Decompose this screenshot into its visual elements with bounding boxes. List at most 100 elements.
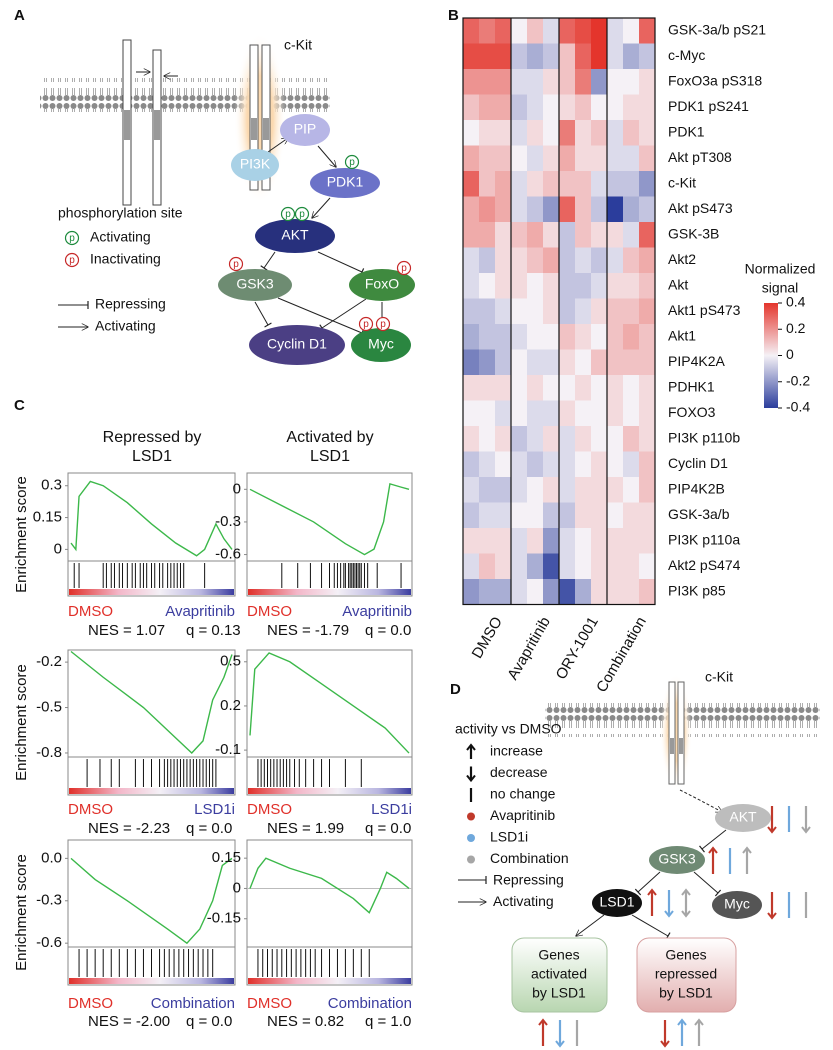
heat-cell (495, 528, 512, 554)
heat-cell (479, 69, 496, 95)
heat-cell (543, 222, 560, 248)
phenotype-label: Combination (151, 995, 235, 1012)
heat-cell (479, 375, 496, 401)
heat-cell (559, 324, 576, 350)
heat-cell (511, 477, 528, 503)
arrowhead (538, 1018, 548, 1026)
heat-cell (575, 502, 592, 529)
heat-cell (527, 349, 544, 376)
phospho-symbol: p (363, 319, 369, 330)
row-label: PI3K p85 (668, 582, 726, 598)
heat-cell (527, 298, 544, 325)
heat-cell (543, 375, 560, 401)
heat-cell (607, 477, 624, 503)
heat-cell (543, 502, 560, 529)
heat-cell (543, 528, 560, 554)
y-tick-label: 0.2 (220, 697, 241, 714)
heat-cell (543, 298, 560, 325)
node (592, 889, 642, 917)
heat-cell (607, 528, 624, 554)
phenotype-label: DMSO (247, 603, 292, 620)
legend-label: Repressing (493, 872, 564, 888)
heat-cell (623, 43, 640, 70)
heat-cell (495, 553, 512, 580)
node-label: FoxO (365, 276, 399, 292)
heat-cell (591, 69, 608, 95)
heat-cell (591, 298, 608, 325)
legend-label: Inactivating (90, 251, 161, 267)
heat-cell (639, 18, 656, 44)
heat-cell (495, 69, 512, 95)
nes: NES = -1.79 (267, 622, 349, 639)
nes: NES = -2.00 (88, 1013, 170, 1030)
y-tick-label: 0.15 (33, 509, 62, 526)
node (349, 269, 415, 301)
heat-cell (639, 349, 656, 376)
heat-cell (479, 43, 496, 70)
heat-cell (591, 18, 608, 44)
heat-cell (591, 502, 608, 529)
heat-cell (623, 145, 640, 172)
heat-cell (575, 69, 592, 95)
enrichment-curve (70, 480, 233, 557)
heat-cell (527, 400, 544, 427)
legend-label: increase (490, 743, 543, 759)
heat-cell (479, 273, 496, 299)
heat-cell (527, 196, 544, 223)
row-label: Akt2 (668, 251, 696, 267)
arrowhead (767, 826, 777, 834)
heat-cell (543, 196, 560, 223)
heat-cell (463, 375, 480, 401)
phospho-site (294, 206, 310, 222)
receptor-label: c-Kit (284, 37, 312, 53)
target-label: repressed (655, 966, 717, 982)
heat-cell (623, 375, 640, 401)
arrowhead (694, 1018, 704, 1026)
target-label: Genes (665, 947, 706, 963)
heat-cell (623, 579, 640, 605)
heat-cell (479, 18, 496, 44)
rank-gradient (248, 978, 411, 984)
heat-cell (543, 349, 560, 376)
heat-cell (623, 502, 640, 529)
arrowhead (555, 1040, 565, 1048)
heat-cell (495, 222, 512, 248)
target-label: Genes (538, 947, 579, 963)
heat-cell (527, 43, 544, 70)
heat-cell (527, 451, 544, 478)
heat-cell (575, 375, 592, 401)
panel-label: B (448, 7, 459, 24)
heat-cell (463, 451, 480, 478)
heat-cell (575, 324, 592, 350)
heat-cell (479, 222, 496, 248)
node-label: PI3K (240, 156, 271, 172)
heat-cell (639, 451, 656, 478)
repression (693, 871, 722, 897)
heat-cell (463, 426, 480, 452)
heat-cell (479, 298, 496, 325)
heat-cell (607, 579, 624, 605)
heat-cell (559, 247, 576, 274)
node (231, 149, 279, 181)
heat-cell (559, 43, 576, 70)
q-value: q = 0.13 (186, 622, 241, 639)
heat-cell (511, 120, 528, 146)
heat-cell (575, 349, 592, 376)
heat-cell (495, 43, 512, 70)
heat-cell (559, 273, 576, 299)
row-label: PI3K p110a (668, 531, 740, 547)
node-label: PIP (294, 121, 317, 137)
y-tick-label: 0.0 (41, 849, 62, 866)
y-tick-label: -0.3 (215, 513, 241, 530)
y-tick-label: -0.15 (207, 910, 241, 927)
heat-cell (559, 94, 576, 121)
enrichment-curve (70, 650, 233, 754)
legend-dot (467, 855, 475, 864)
heat-cell (527, 528, 544, 554)
heat-cell (559, 349, 576, 376)
colorbar-title: signal (762, 280, 799, 296)
heat-cell (511, 196, 528, 223)
heat-cell (639, 400, 656, 427)
panel-label: D (450, 681, 461, 698)
heat-cell (559, 145, 576, 172)
